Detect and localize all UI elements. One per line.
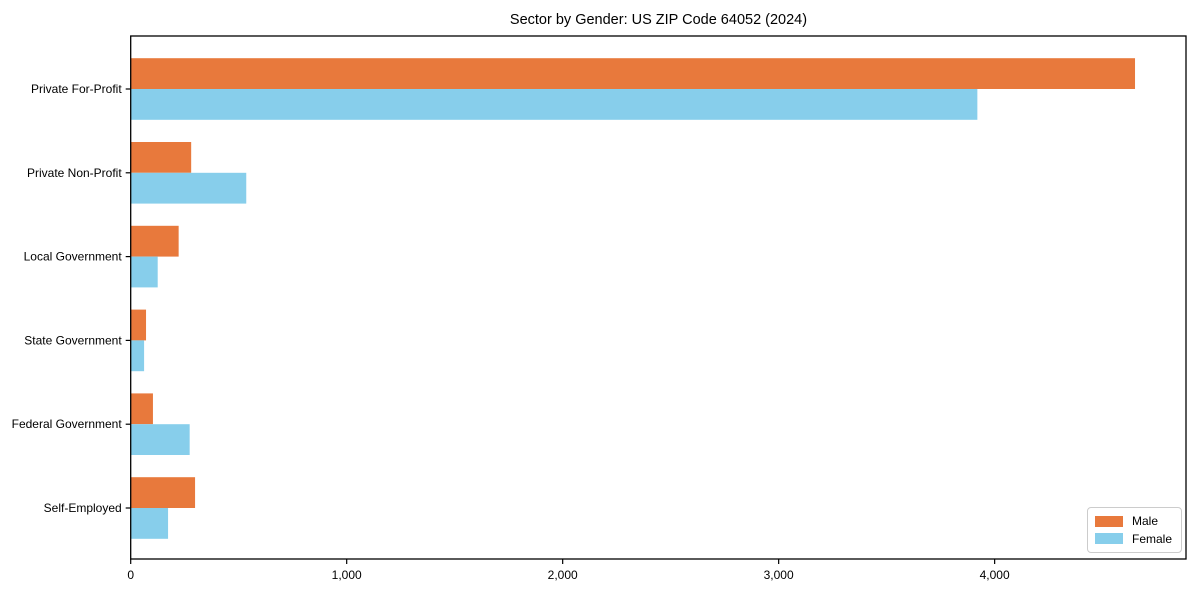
bar-female-state-government — [130, 340, 145, 372]
bar-female-federal-government — [130, 424, 190, 455]
bar-male-self-employed — [130, 477, 196, 508]
category-label: State Government — [24, 333, 122, 347]
female-color-swatch — [1095, 533, 1123, 545]
bar-male-local-government — [130, 225, 179, 257]
category-label: Federal Government — [12, 417, 123, 431]
bar-male-state-government — [130, 309, 147, 341]
legend-item-female: Female — [1095, 532, 1174, 546]
plot-frame — [130, 35, 1187, 560]
chart-title: Sector by Gender: US ZIP Code 64052 (202… — [509, 12, 808, 28]
bar-female-private-for-profit — [130, 89, 978, 120]
x-tick-label: 2,000 — [548, 568, 578, 582]
category-label: Self-Employed — [44, 501, 122, 515]
bar-male-federal-government — [130, 393, 153, 425]
bar-female-local-government — [130, 256, 158, 288]
category-label: Private Non-Profit — [27, 166, 122, 180]
legend-item-male: Male — [1095, 514, 1174, 528]
legend: Male Female — [1087, 507, 1182, 553]
x-tick-label: 3,000 — [764, 568, 794, 582]
bar-female-private-non-profit — [130, 172, 247, 204]
x-tick-label: 0 — [127, 568, 134, 582]
category-label: Private For-Profit — [31, 82, 122, 96]
bar-male-private-non-profit — [130, 142, 192, 173]
category-label: Local Government — [24, 250, 123, 264]
bar-male-private-for-profit — [130, 58, 1136, 89]
x-tick-label: 1,000 — [332, 568, 362, 582]
legend-label-female: Female — [1132, 531, 1173, 546]
male-color-swatch — [1095, 515, 1123, 527]
x-tick-label: 4,000 — [980, 568, 1010, 582]
bar-female-self-employed — [130, 508, 169, 539]
legend-label-male: Male — [1132, 514, 1159, 529]
